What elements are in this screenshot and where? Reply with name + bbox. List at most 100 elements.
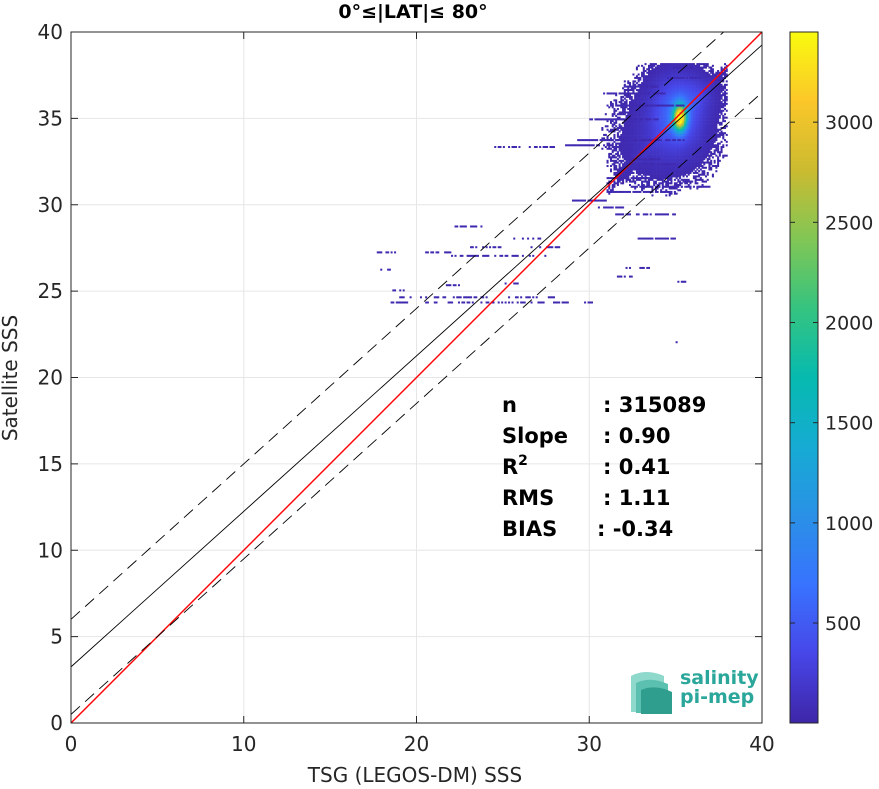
heatmap-cell: [622, 137, 625, 140]
heatmap-cell: [609, 137, 613, 140]
heatmap-cell: [670, 128, 673, 131]
heatmap-cell: [649, 94, 652, 97]
heatmap-cell: [665, 66, 668, 69]
stat-label: BIAS: [502, 517, 557, 541]
heatmap-cell: [704, 63, 708, 66]
heatmap-cell: [646, 114, 649, 117]
heatmap-cell: [644, 99, 647, 102]
heatmap-cell: [634, 121, 637, 124]
heatmap-cell: [675, 139, 678, 142]
heatmap-cell: [613, 185, 616, 188]
heatmap-cell: [658, 170, 661, 173]
heatmap-cell: [701, 89, 704, 92]
heatmap-cell: [718, 132, 721, 135]
heatmap-cell: [720, 68, 723, 71]
heatmap-cell: [718, 135, 721, 138]
heatmap-sparse-cell: [473, 225, 476, 228]
heatmap-cell: [641, 127, 644, 130]
heatmap-cell: [658, 178, 661, 181]
heatmap-cell: [689, 89, 692, 92]
heatmap-streak-cell: [644, 185, 647, 188]
heatmap-cell: [684, 140, 687, 143]
heatmap-cell: [682, 159, 685, 162]
heatmap-cell: [622, 152, 625, 155]
heatmap-cell: [684, 159, 687, 162]
heatmap-cell: [699, 106, 702, 109]
heatmap-cell: [660, 125, 663, 128]
heatmap-sparse-cell: [544, 254, 547, 257]
heatmap-cell: [673, 64, 676, 67]
heatmap-cell: [651, 173, 654, 176]
heatmap-cell: [715, 123, 718, 126]
heatmap-cell: [692, 161, 695, 164]
heatmap-cell: [696, 178, 699, 181]
heatmap-streak-cell: [660, 237, 663, 240]
heatmap-cell: [651, 137, 654, 140]
heatmap-cell: [644, 75, 647, 78]
heatmap-cell: [653, 73, 656, 76]
heatmap-cell: [628, 180, 632, 183]
heatmap-cell: [656, 83, 659, 86]
heatmap-cell: [665, 180, 668, 183]
heatmap-cell: [692, 149, 695, 152]
heatmap-cell: [606, 137, 609, 140]
heatmap-cell: [708, 94, 711, 97]
heatmap-cell: [647, 163, 651, 166]
heatmap-cell: [656, 152, 659, 155]
heatmap-cell: [718, 80, 721, 83]
heatmap-cell: [630, 87, 633, 90]
heatmap-cell: [675, 159, 678, 162]
heatmap-streak-cell: [654, 118, 657, 121]
heatmap-cell: [668, 82, 671, 85]
y-axis-label: Satellite SSS: [0, 315, 22, 441]
heatmap-cell: [689, 125, 692, 128]
heatmap-cell: [701, 66, 704, 69]
heatmap-cell: [711, 146, 714, 149]
heatmap-cell: [654, 128, 657, 131]
x-tick-label: 30: [577, 732, 602, 756]
heatmap-cell: [680, 135, 683, 138]
heatmap-cell: [679, 184, 682, 187]
heatmap-cell: [696, 89, 699, 92]
heatmap-cell: [649, 123, 652, 126]
heatmap-cell: [672, 95, 675, 98]
heatmap-cell: [625, 130, 628, 133]
heatmap-cell: [658, 89, 661, 92]
heatmap-sparse-cell: [454, 254, 457, 257]
heatmap-cell: [616, 154, 619, 157]
heatmap-cell: [699, 168, 702, 171]
heatmap-cell: [644, 102, 647, 105]
heatmap-streak-cell: [644, 158, 647, 161]
heatmap-cell: [715, 135, 718, 138]
heatmap-cell: [653, 184, 656, 187]
heatmap-cell: [717, 99, 720, 102]
heatmap-cell: [725, 116, 728, 119]
heatmap-cell: [715, 113, 718, 116]
heatmap-cell: [660, 177, 663, 180]
heatmap-cell: [717, 71, 720, 74]
heatmap-cell: [717, 151, 720, 154]
heatmap-cell: [687, 101, 690, 104]
heatmap-cell: [635, 113, 638, 116]
heatmap-cell: [654, 68, 657, 71]
heatmap-streak-cell: [604, 199, 607, 202]
heatmap-cell: [677, 109, 680, 112]
heatmap-cell: [685, 178, 689, 181]
heatmap-cell: [637, 73, 640, 76]
heatmap-sparse-cell: [554, 301, 557, 304]
heatmap-cell: [694, 83, 697, 86]
heatmap-cell: [670, 89, 673, 92]
heatmap-streak-cell: [661, 185, 664, 188]
heatmap-cell: [660, 76, 663, 79]
heatmap-cell: [720, 83, 723, 86]
heatmap-cell: [656, 149, 659, 152]
heatmap-cell: [691, 163, 694, 166]
heatmap-cell: [685, 97, 689, 100]
heatmap-cell: [677, 147, 680, 150]
heatmap-cell: [668, 125, 671, 128]
heatmap-cell: [706, 71, 709, 74]
heatmap-cell: [684, 156, 687, 159]
heatmap-cell: [687, 89, 690, 92]
heatmap-cell: [660, 102, 663, 105]
heatmap-cell: [613, 111, 616, 114]
